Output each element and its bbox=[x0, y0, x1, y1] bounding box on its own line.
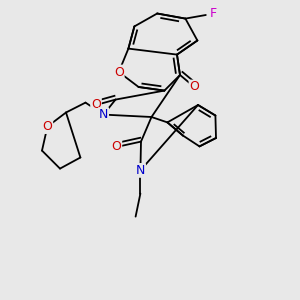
Text: O: O bbox=[190, 80, 199, 94]
Text: O: O bbox=[91, 98, 101, 112]
Text: F: F bbox=[209, 7, 217, 20]
Text: O: O bbox=[43, 120, 52, 133]
Text: O: O bbox=[114, 65, 124, 79]
Text: N: N bbox=[136, 164, 145, 177]
Text: N: N bbox=[99, 108, 108, 121]
Text: O: O bbox=[112, 140, 121, 154]
